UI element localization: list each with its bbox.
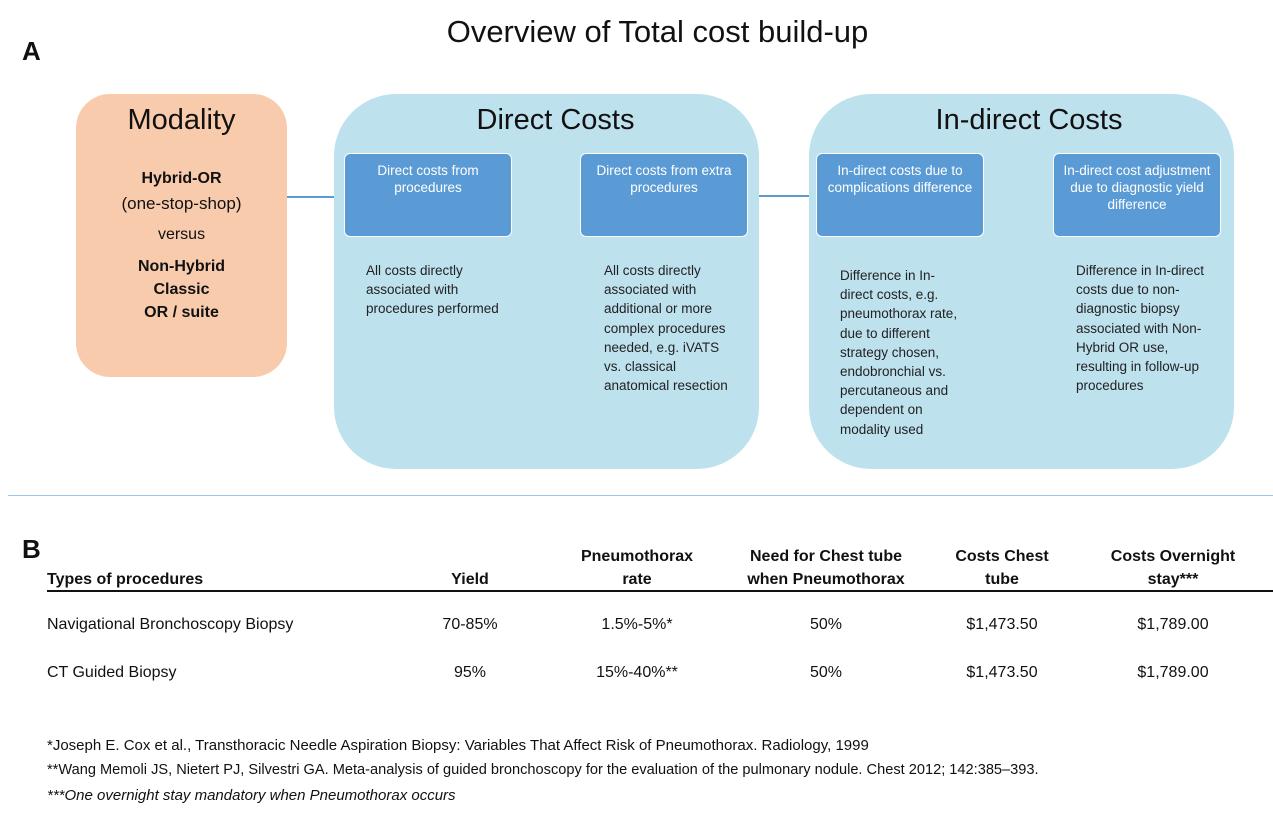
footnote-2: **Wang Memoli JS, Nietert PJ, Silvestri …	[47, 762, 1039, 778]
direct-costs-procedures-box: Direct costs from procedures	[344, 153, 512, 237]
diagram-title: Overview of Total cost build-up	[446, 14, 869, 49]
header-costs-overnight-stay: Costs Overnight stay***	[1088, 545, 1258, 591]
modality-one-stop-shop: (one-stop-shop)	[121, 194, 242, 213]
modality-non-hybrid: Non-Hybrid	[137, 258, 226, 275]
header-costs-chest-tube-line2: tube	[985, 571, 1019, 588]
footnote-3: ***One overnight stay mandatory when Pne…	[47, 787, 456, 804]
indirect-costs-yield-description: Difference in In-direct costs due to non…	[1076, 263, 1205, 394]
direct-costs-procedures-description: All costs directly associated with proce…	[366, 263, 499, 317]
header-costs-overnight-line2: stay***	[1147, 571, 1199, 588]
row2-cost-overnight-stay: $1,789.00	[1137, 664, 1209, 681]
modality-title: Modality	[127, 104, 236, 136]
panel-b-letter: B	[22, 534, 41, 564]
indirect-costs-complications-box: In-direct costs due to complications dif…	[816, 153, 984, 237]
header-chest-tube-need: Need for Chest tube when Pneumothorax	[726, 545, 926, 591]
row1-yield: 70-85%	[442, 616, 498, 633]
row1-chest-tube-need: 50%	[809, 616, 843, 633]
header-types-of-procedures: Types of procedures	[47, 571, 204, 588]
header-costs-chest-tube: Costs Chest tube	[927, 545, 1077, 591]
row1-pneumothorax-rate: 1.5%-5%*	[601, 616, 673, 633]
header-yield: Yield	[451, 571, 489, 588]
row2-pneumothorax-rate: 15%-40%**	[596, 664, 678, 681]
row1-cost-chest-tube: $1,473.50	[966, 616, 1038, 633]
direct-costs-extra-procedures-box: Direct costs from extra procedures	[580, 153, 748, 237]
header-chest-tube-line1: Need for Chest tube	[749, 548, 902, 565]
indirect-costs-yield-box: In-direct cost adjustment due to diagnos…	[1053, 153, 1221, 237]
row2-cost-chest-tube: $1,473.50	[966, 664, 1038, 681]
modality-classic: Classic	[153, 281, 210, 298]
header-pneumothorax-rate: Pneumothorax rate	[557, 545, 717, 591]
modality-hybrid-or: Hybrid-OR	[141, 170, 222, 187]
indirect-costs-complications-description: Difference in In- direct costs, e.g. pne…	[840, 268, 958, 437]
row2-chest-tube-need: 50%	[809, 664, 843, 681]
modality-box	[76, 94, 287, 377]
row2-procedure-type: CT Guided Biopsy	[47, 664, 177, 681]
panel-divider	[8, 495, 1273, 496]
panel-a-letter: A	[22, 36, 41, 66]
footnote-1: *Joseph E. Cox et al., Transthoracic Nee…	[47, 737, 869, 754]
header-costs-chest-tube-line1: Costs Chest	[955, 548, 1049, 565]
header-pneumothorax-line1: Pneumothorax	[580, 548, 693, 565]
modality-versus: versus	[157, 226, 206, 243]
row2-yield: 95%	[453, 664, 487, 681]
connector-direct-indirect	[748, 195, 818, 197]
header-costs-overnight-line1: Costs Overnight	[1110, 548, 1236, 565]
row1-procedure-type: Navigational Bronchoscopy Biopsy	[47, 616, 294, 633]
header-chest-tube-line2: when Pneumothorax	[747, 571, 905, 588]
direct-costs-title: Direct Costs	[476, 104, 635, 136]
connector-modality-direct	[287, 196, 347, 198]
header-pneumothorax-line2: rate	[622, 571, 652, 588]
indirect-costs-title: In-direct Costs	[935, 104, 1123, 136]
row1-cost-overnight-stay: $1,789.00	[1137, 616, 1209, 633]
direct-costs-extra-procedures-description: All costs directly associated with addit…	[604, 263, 728, 394]
modality-or-suite: OR / suite	[144, 304, 219, 321]
table-header-rule	[47, 590, 1273, 592]
